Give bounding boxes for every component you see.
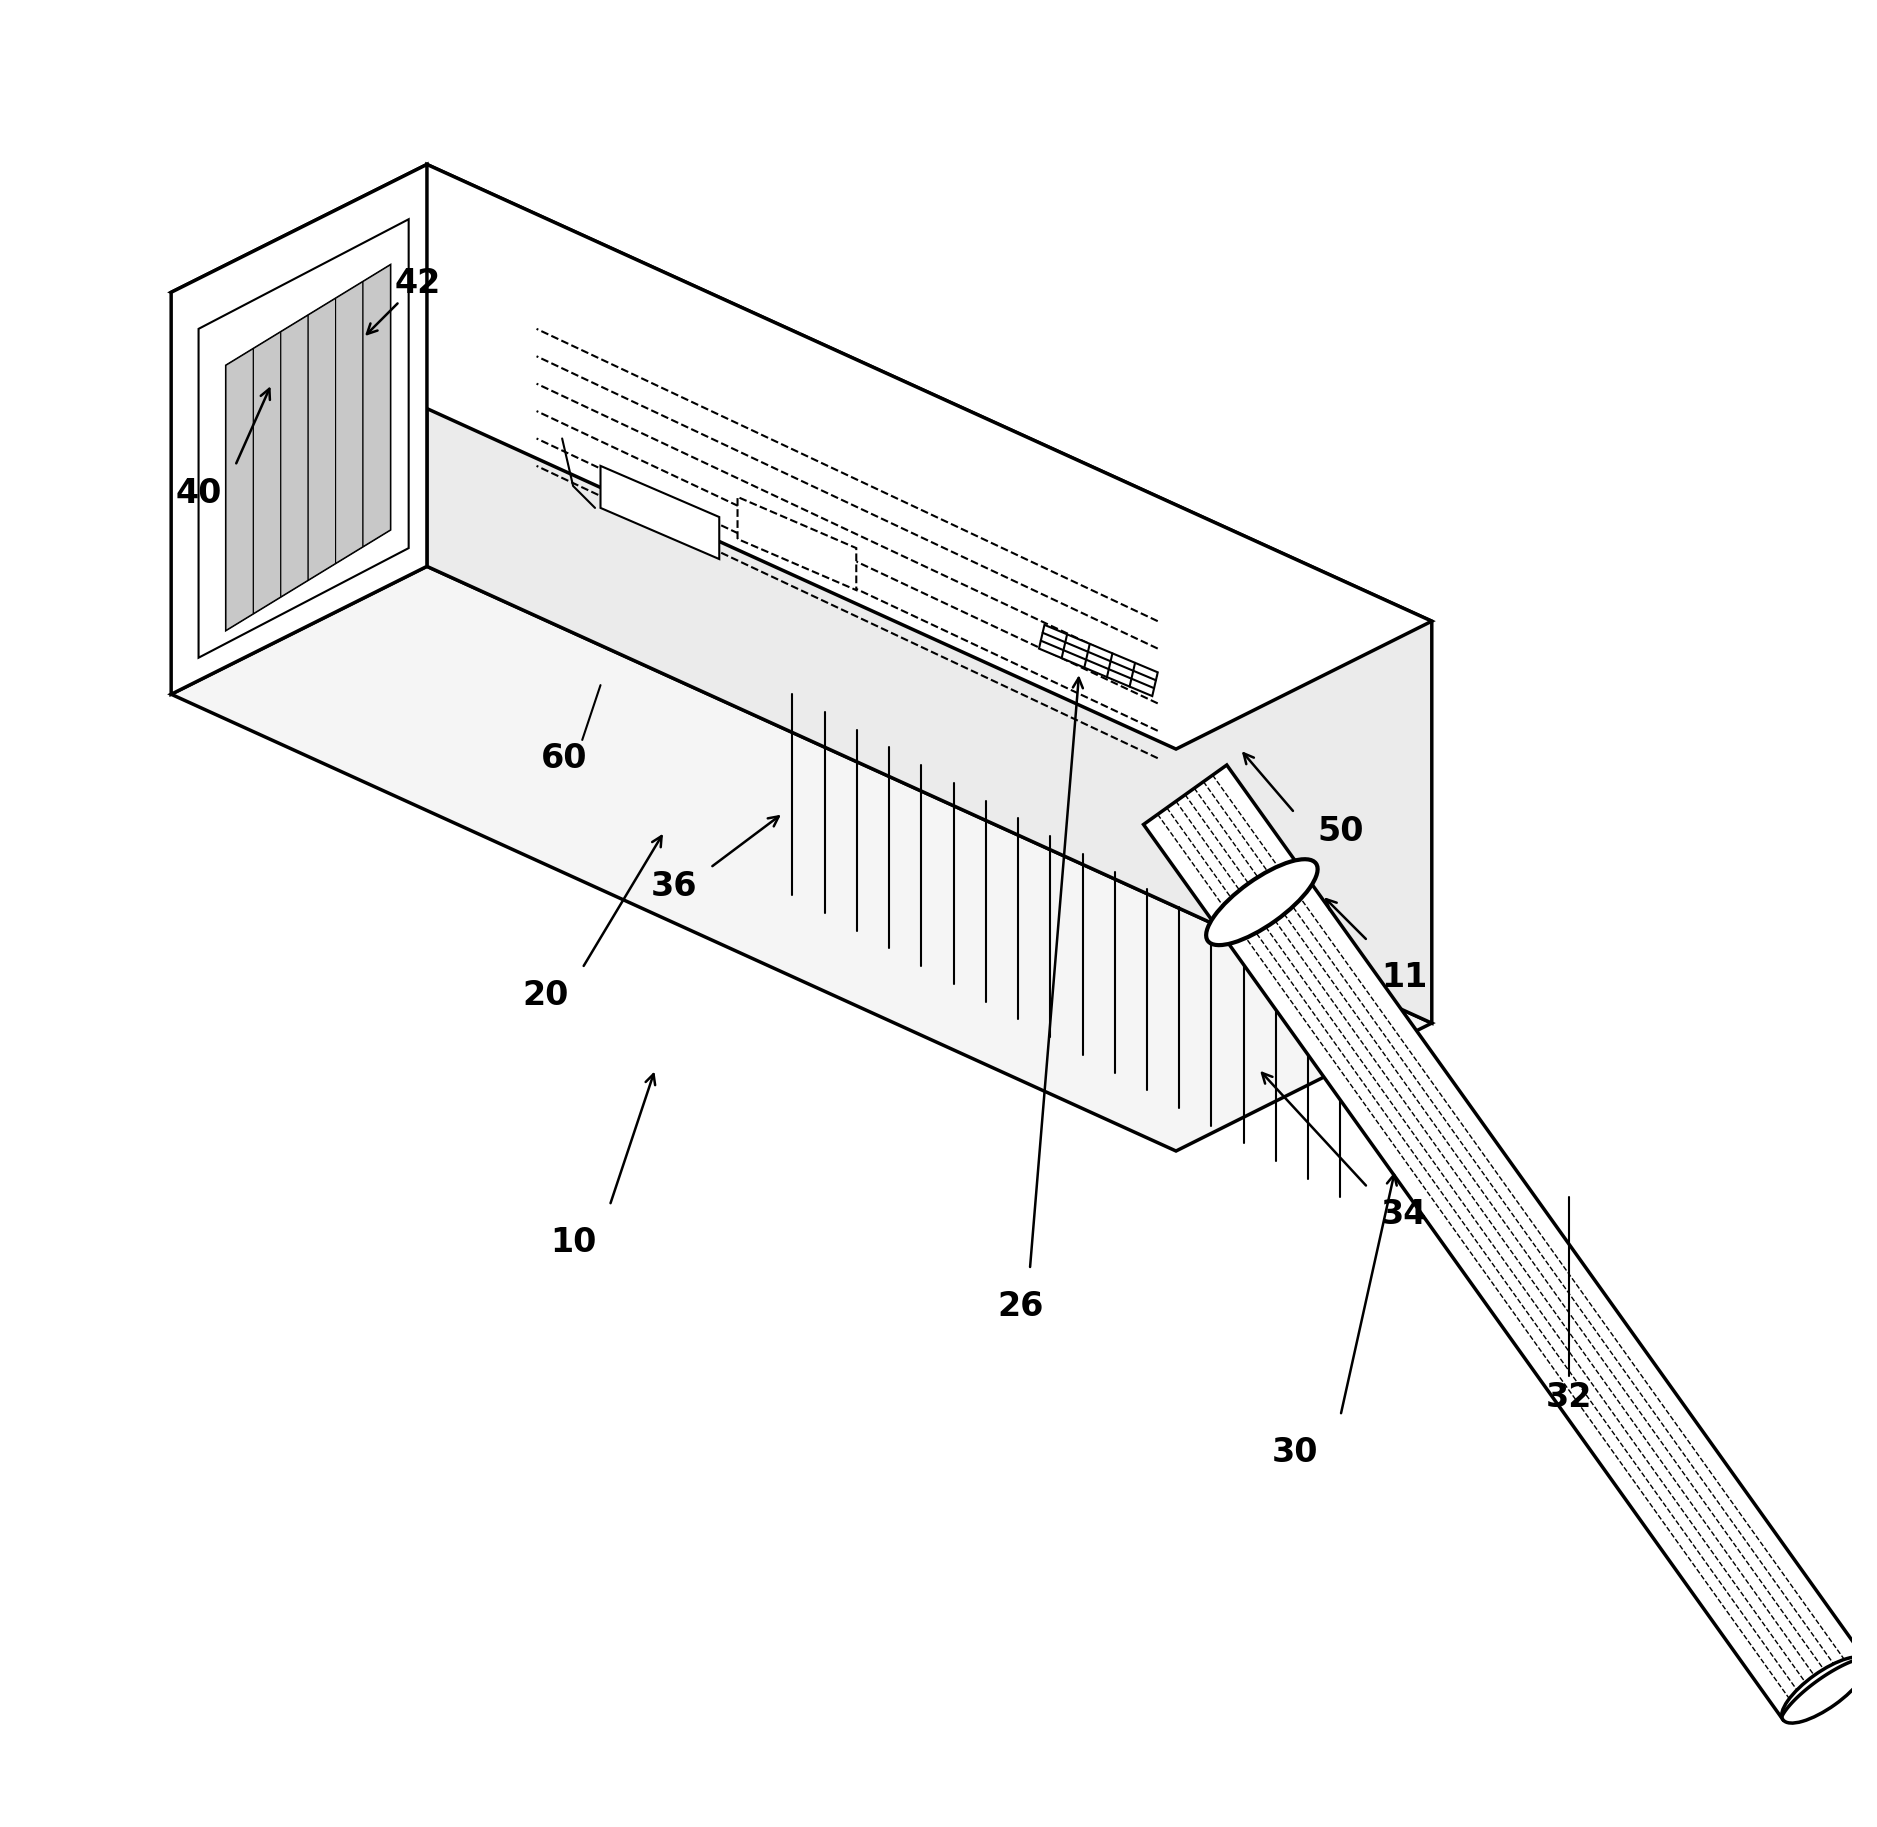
Polygon shape bbox=[225, 349, 253, 630]
Polygon shape bbox=[601, 466, 719, 559]
Text: 42: 42 bbox=[394, 267, 441, 300]
Text: 40: 40 bbox=[175, 477, 221, 510]
Polygon shape bbox=[362, 265, 390, 546]
Ellipse shape bbox=[1781, 1657, 1868, 1723]
Polygon shape bbox=[1143, 766, 1866, 1719]
Text: 60: 60 bbox=[541, 742, 588, 775]
Polygon shape bbox=[308, 298, 336, 581]
Text: 11: 11 bbox=[1381, 961, 1428, 994]
Polygon shape bbox=[253, 333, 282, 614]
Polygon shape bbox=[171, 164, 426, 694]
Polygon shape bbox=[199, 219, 409, 658]
Text: 50: 50 bbox=[1318, 815, 1365, 848]
Ellipse shape bbox=[1207, 859, 1318, 945]
Text: 34: 34 bbox=[1381, 1199, 1428, 1231]
Polygon shape bbox=[336, 281, 362, 563]
Text: 36: 36 bbox=[649, 870, 696, 903]
Text: 32: 32 bbox=[1545, 1381, 1592, 1414]
Text: 26: 26 bbox=[997, 1290, 1044, 1323]
Polygon shape bbox=[1040, 625, 1158, 696]
Text: 30: 30 bbox=[1271, 1436, 1318, 1469]
Polygon shape bbox=[282, 314, 308, 597]
Polygon shape bbox=[171, 164, 1432, 749]
Polygon shape bbox=[225, 265, 390, 630]
Text: 10: 10 bbox=[550, 1226, 597, 1259]
Text: 20: 20 bbox=[522, 979, 569, 1012]
Polygon shape bbox=[171, 566, 1432, 1151]
Polygon shape bbox=[426, 164, 1432, 1023]
Polygon shape bbox=[738, 497, 856, 590]
